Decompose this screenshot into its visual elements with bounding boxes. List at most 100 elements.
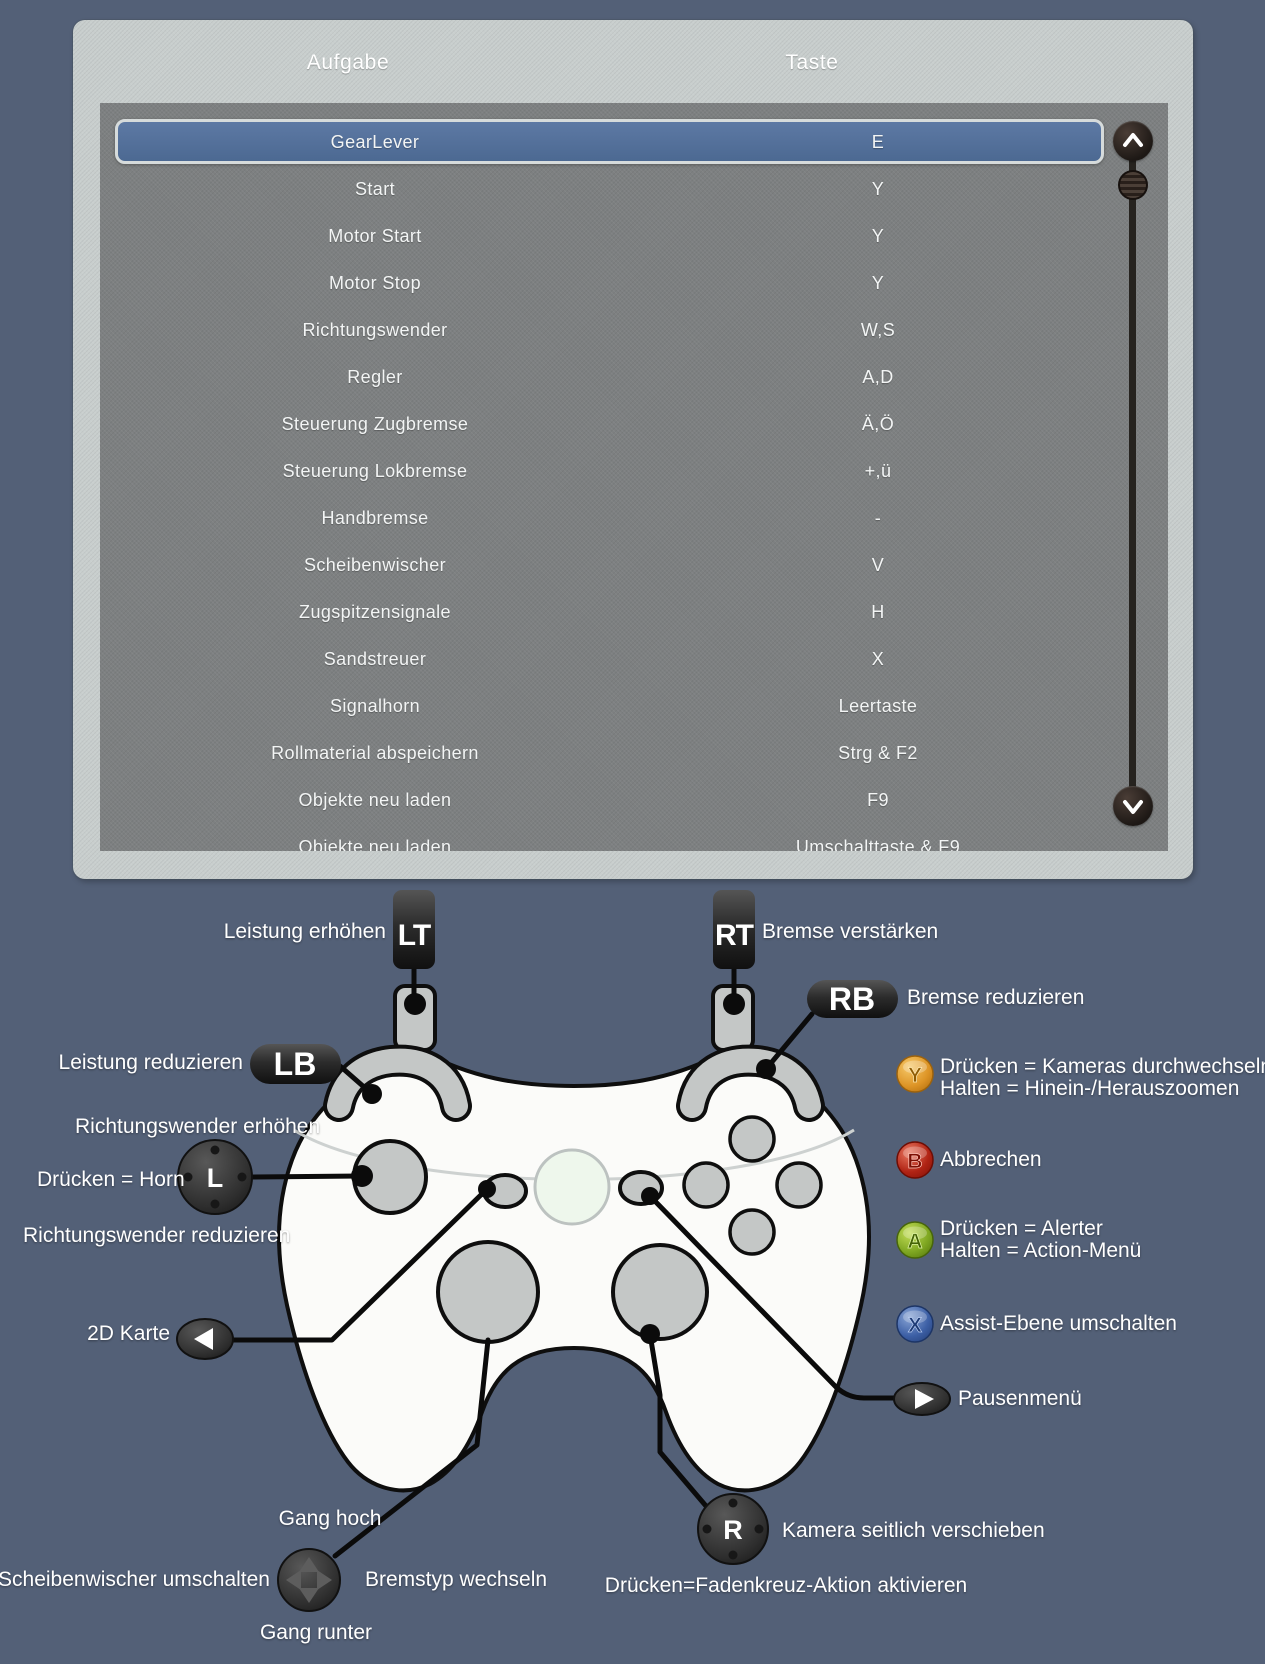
- table-row[interactable]: Steuerung Zugbremse Ä,Ö: [100, 409, 1168, 439]
- scrollbar-thumb[interactable]: [1118, 170, 1148, 200]
- rt-badge: RT: [713, 890, 755, 969]
- column-header-key: Taste: [785, 51, 839, 74]
- key-cell: E: [871, 132, 885, 152]
- column-header-task: Aufgabe: [306, 51, 390, 74]
- table-row[interactable]: Objekte neu laden Umschalttaste & F9: [100, 832, 1168, 851]
- rstick-action-label: Kamera seitlich verschieben: [782, 1519, 1045, 1542]
- a-button-icon: A: [896, 1221, 934, 1259]
- lstick-press-label: Drücken = Horn: [37, 1168, 185, 1191]
- task-cell: GearLever: [330, 132, 420, 152]
- key-cell: W,S: [860, 320, 896, 340]
- task-cell: Objekte neu laden: [298, 790, 452, 810]
- dpad-right-label: Bremstyp wechseln: [365, 1568, 548, 1591]
- task-cell: Steuerung Lokbremse: [282, 461, 468, 481]
- dpad-left-label: Scheibenwischer umschalten: [0, 1568, 270, 1591]
- key-cell: Y: [871, 179, 885, 199]
- face-button-x: [682, 1161, 730, 1209]
- task-cell: Objekte neu laden: [298, 837, 452, 851]
- selected-row-highlight: [115, 119, 1104, 164]
- task-cell: Regler: [347, 367, 403, 387]
- back-action-label: 2D Karte: [87, 1322, 170, 1345]
- r-stick-label: R: [723, 1515, 743, 1545]
- task-cell: Scheibenwischer: [303, 555, 447, 575]
- lb-action-label: Leistung reduzieren: [58, 1051, 243, 1074]
- rb-badge: RB: [807, 980, 898, 1018]
- b-glyph: B: [907, 1150, 922, 1173]
- table-row[interactable]: GearLever E: [100, 127, 1168, 157]
- guide-button: [533, 1148, 611, 1226]
- scroll-up-button[interactable]: [1113, 121, 1153, 161]
- rt-badge-label: RT: [715, 919, 754, 952]
- table-row[interactable]: Rollmaterial abspeichern Strg & F2: [100, 738, 1168, 768]
- key-cell: A,D: [862, 367, 894, 387]
- task-cell: Motor Stop: [328, 273, 422, 293]
- table-row[interactable]: Start Y: [100, 174, 1168, 204]
- x-glyph: X: [908, 1314, 922, 1337]
- key-cell: +,ü: [864, 461, 892, 481]
- scrollbar-track[interactable]: [1129, 146, 1136, 806]
- keybindings-panel: Aufgabe Taste GearLever E Start Y Motor St…: [73, 20, 1193, 879]
- key-cell: Leertaste: [838, 696, 918, 716]
- chevron-down-icon: [1123, 800, 1143, 814]
- dpad-icon: [277, 1548, 341, 1612]
- l-stick-label: L: [207, 1163, 224, 1193]
- y-glyph: Y: [908, 1064, 922, 1087]
- rb-line: [763, 1011, 815, 1072]
- lt-badge: LT: [393, 890, 435, 969]
- table-row[interactable]: Regler A,D: [100, 362, 1168, 392]
- rb-badge-label: RB: [829, 981, 875, 1017]
- table-row[interactable]: Sandstreuer X: [100, 644, 1168, 674]
- lt-action-label: Leistung erhöhen: [223, 920, 386, 943]
- controller-body: [277, 1047, 871, 1493]
- back-arrow-glyph: [194, 1328, 213, 1350]
- face-button-y: [728, 1115, 776, 1163]
- play-glyph: [915, 1389, 934, 1409]
- y-hold-label: Halten = Hinein-/Herauszoomen: [940, 1077, 1240, 1100]
- b-action-label: Abbrechen: [940, 1148, 1042, 1171]
- key-cell: -: [874, 508, 882, 528]
- table-row[interactable]: Handbremse -: [100, 503, 1168, 533]
- right-stick: [611, 1243, 709, 1341]
- dpad-area: [436, 1240, 540, 1344]
- key-cell: V: [871, 555, 885, 575]
- chevron-up-icon: [1123, 133, 1143, 147]
- scroll-down-button[interactable]: [1113, 786, 1153, 826]
- table-row[interactable]: Signalhorn Leertaste: [100, 691, 1168, 721]
- y-button-icon: Y: [896, 1055, 934, 1093]
- task-cell: Zugspitzensignale: [299, 602, 451, 622]
- table-row[interactable]: Motor Stop Y: [100, 268, 1168, 298]
- controller-diagram: LT RT LB RB L R: [176, 890, 951, 1612]
- connector-dots: [351, 993, 776, 1344]
- start-line: [647, 1193, 897, 1401]
- task-cell: Start: [354, 179, 395, 199]
- right-stick-icon: R: [697, 1493, 769, 1565]
- back-button-icon: [176, 1318, 234, 1360]
- connector-lines: [229, 966, 897, 1559]
- lb-badge: LB: [250, 1044, 341, 1084]
- rt-action-label: Bremse verstärken: [762, 920, 939, 943]
- table-row[interactable]: Richtungswender W,S: [100, 315, 1168, 345]
- table-row[interactable]: Objekte neu laden F9: [100, 785, 1168, 815]
- task-cell: Sandstreuer: [323, 649, 427, 669]
- right-bumper: [680, 1048, 821, 1118]
- task-cell: Handbremse: [321, 508, 429, 528]
- y-press-label: Drücken = Kameras durchwechseln: [940, 1055, 1265, 1078]
- task-cell: Steuerung Zugbremse: [281, 414, 469, 434]
- lstick-up-label: Richtungswender erhöhen: [75, 1115, 321, 1138]
- dpad-line: [332, 1337, 491, 1559]
- back-line: [229, 1186, 490, 1343]
- table-row[interactable]: Scheibenwischer V: [100, 550, 1168, 580]
- key-cell: X: [871, 649, 885, 669]
- dpad-down-label: Gang runter: [259, 1621, 373, 1644]
- table-row[interactable]: Steuerung Lokbremse +,ü: [100, 456, 1168, 486]
- table-row[interactable]: Zugspitzensignale H: [100, 597, 1168, 627]
- table-row[interactable]: Motor Start Y: [100, 221, 1168, 251]
- key-cell: H: [871, 602, 885, 622]
- y-action-label: Drücken = Kameras durchwechseln Halten =…: [940, 1056, 1265, 1100]
- start-action-label: Pausenmenü: [958, 1387, 1082, 1410]
- left-bumper: [327, 1048, 468, 1118]
- keybindings-list: GearLever E Start Y Motor Start Y Motor Sto…: [100, 103, 1168, 851]
- x-action-label: Assist-Ebene umschalten: [940, 1312, 1177, 1335]
- lb-badge-label: LB: [274, 1046, 317, 1082]
